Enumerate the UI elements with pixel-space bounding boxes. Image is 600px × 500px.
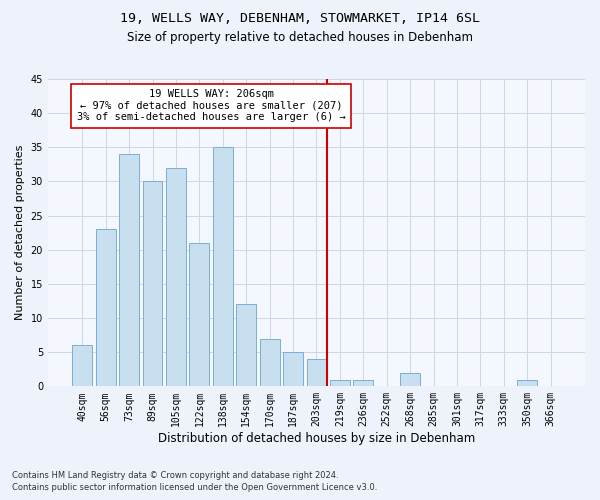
Bar	[236, 304, 256, 386]
Bar	[330, 380, 350, 386]
Text: Contains public sector information licensed under the Open Government Licence v3: Contains public sector information licen…	[12, 484, 377, 492]
Bar	[96, 230, 116, 386]
Bar	[119, 154, 139, 386]
Bar	[517, 380, 537, 386]
Bar	[166, 168, 186, 386]
Text: Contains HM Land Registry data © Crown copyright and database right 2024.: Contains HM Land Registry data © Crown c…	[12, 471, 338, 480]
X-axis label: Distribution of detached houses by size in Debenham: Distribution of detached houses by size …	[158, 432, 475, 445]
Bar	[190, 243, 209, 386]
Bar	[143, 182, 163, 386]
Text: Size of property relative to detached houses in Debenham: Size of property relative to detached ho…	[127, 31, 473, 44]
Bar	[400, 372, 420, 386]
Text: 19, WELLS WAY, DEBENHAM, STOWMARKET, IP14 6SL: 19, WELLS WAY, DEBENHAM, STOWMARKET, IP1…	[120, 12, 480, 26]
Bar	[307, 359, 326, 386]
Bar	[353, 380, 373, 386]
Bar	[283, 352, 303, 386]
Bar	[73, 346, 92, 387]
Bar	[260, 338, 280, 386]
Bar	[213, 148, 233, 386]
Y-axis label: Number of detached properties: Number of detached properties	[15, 145, 25, 320]
Text: 19 WELLS WAY: 206sqm
← 97% of detached houses are smaller (207)
3% of semi-detac: 19 WELLS WAY: 206sqm ← 97% of detached h…	[77, 89, 346, 122]
